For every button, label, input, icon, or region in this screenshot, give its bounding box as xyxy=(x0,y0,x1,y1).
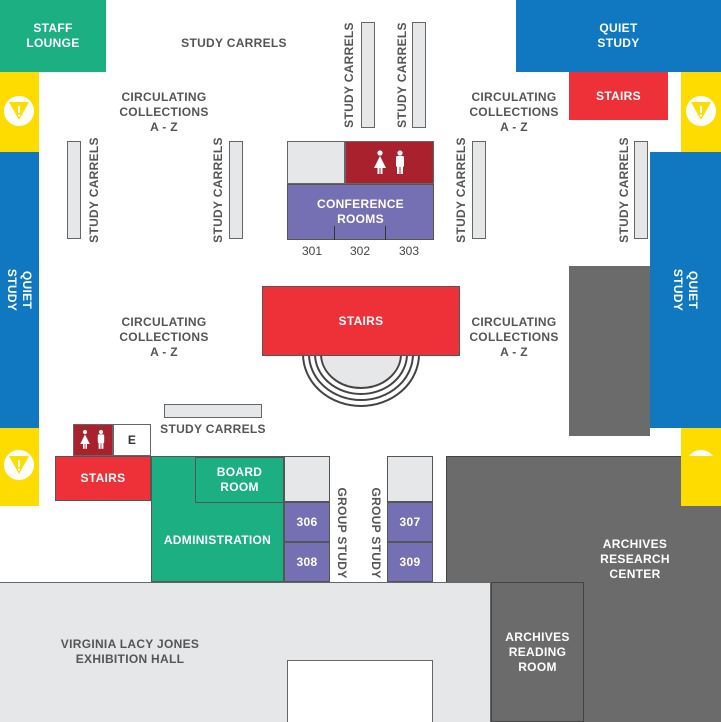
restroom-icon xyxy=(374,150,404,174)
conference-rooms[interactable]: CONFERENCE ROOMS xyxy=(287,184,434,240)
emergency-exit-left-top xyxy=(0,72,39,152)
exhibition-entrance xyxy=(287,660,433,722)
archives-notch xyxy=(681,456,721,506)
warning-icon xyxy=(4,96,34,126)
carrel-bottom xyxy=(164,404,262,418)
warning-icon xyxy=(4,450,34,480)
conference-storage xyxy=(287,141,345,184)
quiet-study-top-right[interactable]: QUIET STUDY xyxy=(516,0,721,72)
carrel-left-2 xyxy=(229,141,243,239)
carrel-right-1 xyxy=(472,141,486,239)
staff-lounge[interactable]: STAFF LOUNGE xyxy=(0,0,106,72)
study-carrels-vertical-3: STUDY CARRELS xyxy=(87,137,101,243)
restroom-conference[interactable] xyxy=(345,141,434,184)
quiet-study-right[interactable]: QUIET STUDY xyxy=(650,152,721,428)
study-carrels-vertical-5: STUDY CARRELS xyxy=(454,137,468,243)
study-carrels-vertical-1: STUDY CARRELS xyxy=(342,22,356,128)
spiral-staircase xyxy=(302,353,420,407)
stairs-bottom-left[interactable]: STAIRS xyxy=(55,456,151,501)
carrel-right-2 xyxy=(634,141,648,239)
restroom-icon xyxy=(80,429,105,449)
group-study-label-right: GROUP STUDY xyxy=(369,487,383,579)
study-carrels-vertical-2: STUDY CARRELS xyxy=(395,22,409,128)
stairs-top-right[interactable]: STAIRS xyxy=(569,72,668,120)
room-308[interactable]: 308 xyxy=(284,542,330,582)
study-carrels-bottom-label: STUDY CARRELS xyxy=(160,421,266,436)
study-carrels-vertical-4: STUDY CARRELS xyxy=(211,137,225,243)
group-study-label-left: GROUP STUDY xyxy=(335,487,349,579)
study-carrels-top-label: STUDY CARRELS xyxy=(181,35,287,50)
room-number-302: 302 xyxy=(350,244,371,258)
group-study-right-top xyxy=(387,456,433,502)
warning-icon xyxy=(686,96,716,126)
room-309[interactable]: 309 xyxy=(387,542,433,582)
board-room[interactable]: BOARD ROOM xyxy=(195,457,284,503)
room-307[interactable]: 307 xyxy=(387,502,433,542)
administration[interactable]: ADMINISTRATION xyxy=(163,532,272,547)
quiet-study-right-label: QUIET STUDY xyxy=(671,268,700,312)
room-number-301: 301 xyxy=(302,244,323,258)
archives-research-center[interactable]: ARCHIVES RESEARCH CENTER xyxy=(600,536,670,581)
quiet-study-left[interactable]: QUIET STUDY xyxy=(0,152,39,428)
conference-divider-2 xyxy=(385,226,386,240)
emergency-exit-right-top xyxy=(681,72,721,152)
carrel-left-1 xyxy=(67,141,81,239)
exhibition-hall[interactable]: VIRGINIA LACY JONES EXHIBITION HALL xyxy=(60,637,200,666)
elevator[interactable]: E xyxy=(113,424,151,456)
restroom-bottom-left[interactable] xyxy=(73,424,113,456)
carrel-top-1 xyxy=(361,22,375,128)
archives-reading-room[interactable]: ARCHIVES READING ROOM xyxy=(491,582,584,722)
room-306[interactable]: 306 xyxy=(284,502,330,542)
quiet-study-left-label: QUIET STUDY xyxy=(5,268,34,312)
circulating-mid-right: CIRCULATING COLLECTIONS A - Z xyxy=(469,314,559,359)
conference-divider-1 xyxy=(334,226,335,240)
circulating-top-left: CIRCULATING COLLECTIONS A - Z xyxy=(119,89,209,134)
group-study-left-top xyxy=(284,456,330,502)
circulating-top-right: CIRCULATING COLLECTIONS A - Z xyxy=(469,89,559,134)
room-number-303: 303 xyxy=(399,244,420,258)
emergency-exit-left-bottom xyxy=(0,428,39,506)
stairs-center[interactable]: STAIRS xyxy=(262,286,460,356)
carrel-top-2 xyxy=(412,22,426,128)
study-carrels-vertical-6: STUDY CARRELS xyxy=(617,137,631,243)
circulating-mid-left: CIRCULATING COLLECTIONS A - Z xyxy=(119,314,209,359)
storage-area-right xyxy=(569,266,650,436)
